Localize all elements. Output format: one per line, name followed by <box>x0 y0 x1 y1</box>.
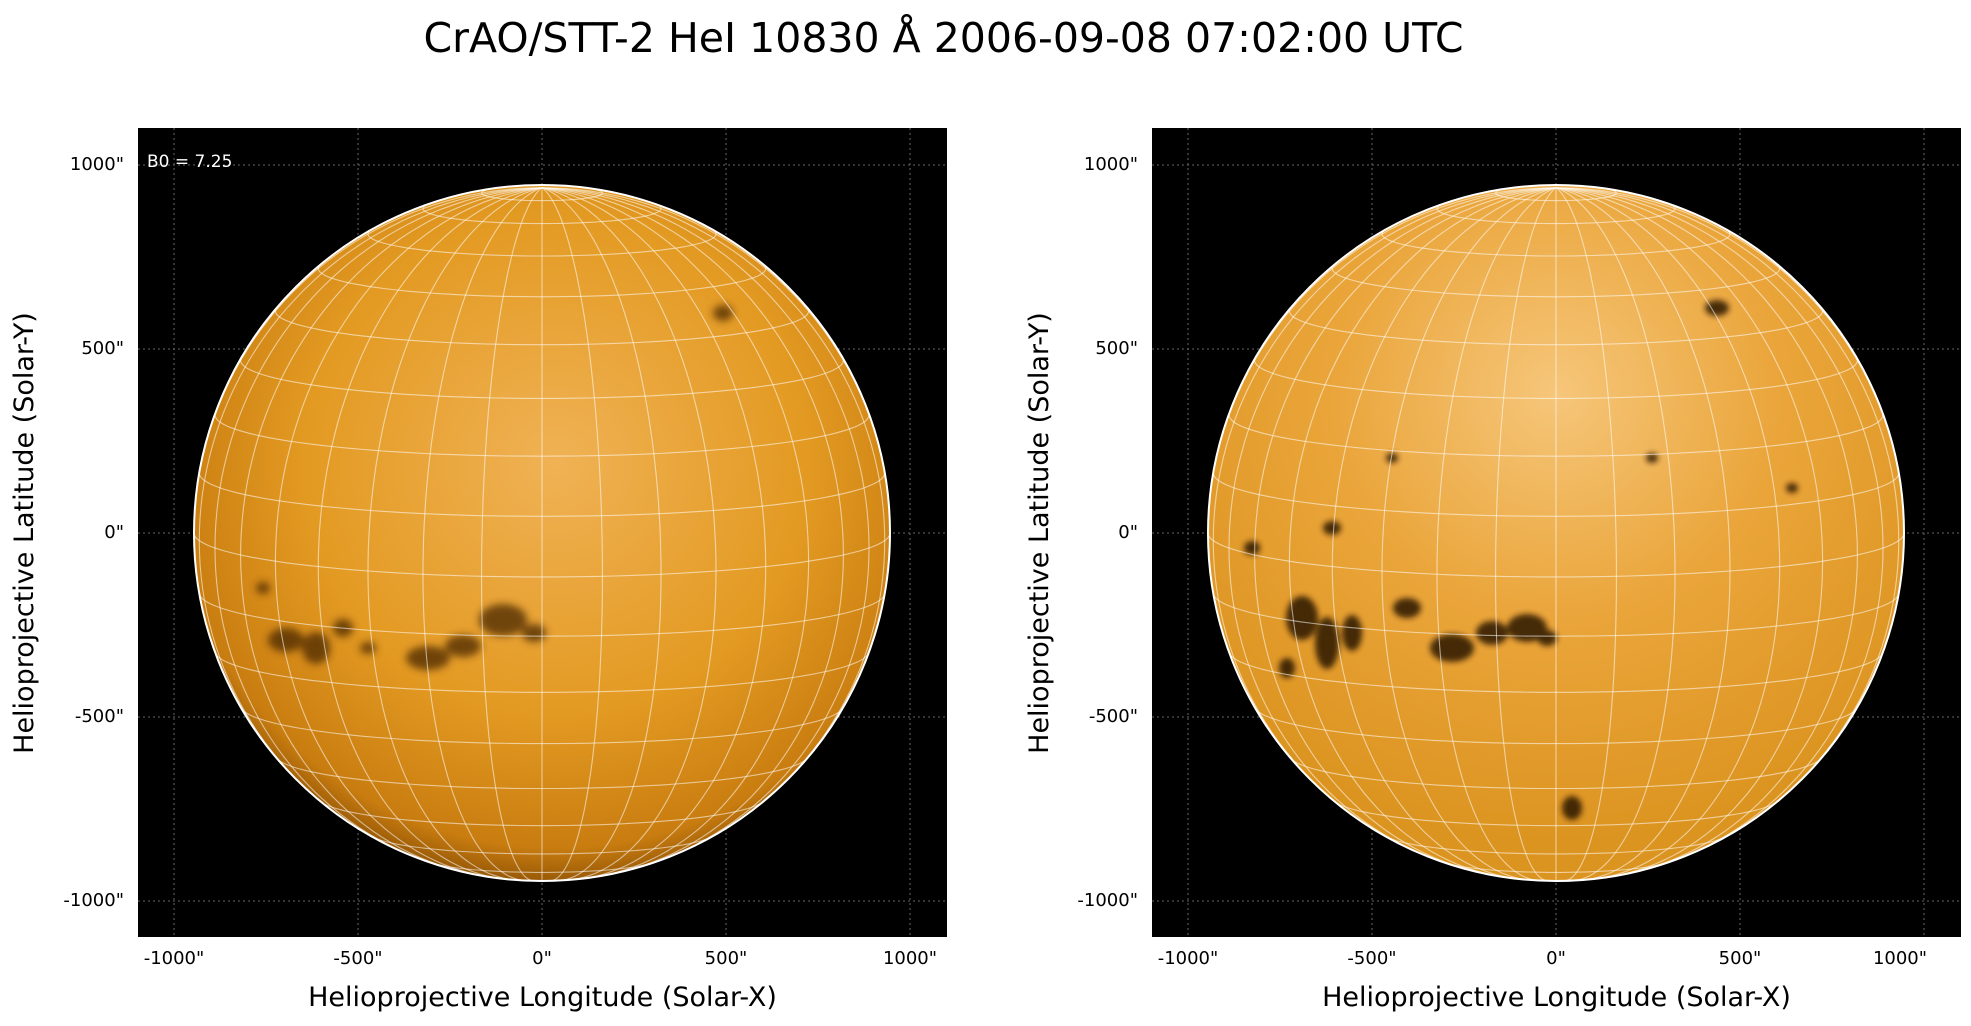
heliographic-grid-line <box>317 265 767 298</box>
heliographic-grid-line <box>1555 187 1900 811</box>
heliographic-grid-line <box>541 187 844 872</box>
heliographic-grid-line <box>367 229 717 257</box>
xtick-right-1000: 1000" <box>1872 948 1928 969</box>
solar-image-panel-left: B0 = 7.25 <box>138 128 947 937</box>
ytick-left-500: 500" <box>81 338 124 359</box>
heliographic-grid-line <box>1555 187 1731 881</box>
solar-disk-image-right <box>1152 128 1961 937</box>
heliographic-grid-line <box>1555 187 1884 860</box>
heliographic-grid-line <box>193 532 891 578</box>
heliographic-grid-line <box>274 307 810 346</box>
xtick-left-0: 0" <box>532 948 552 969</box>
ytick-right-500: 500" <box>1095 338 1138 359</box>
heliographic-grid-line <box>1331 265 1781 298</box>
heliographic-grid-line <box>430 862 654 873</box>
heliographic-grid-line <box>1292 759 1820 790</box>
heliographic-grid-line <box>422 187 543 882</box>
heliographic-grid-line <box>1228 652 1884 693</box>
heliographic-grid-line <box>1207 532 1905 578</box>
ytick-right-neg500: -500" <box>1088 706 1138 727</box>
ytick-left-neg500: -500" <box>74 706 124 727</box>
heliographic-grid-line <box>1254 187 1557 872</box>
heliographic-grid-line <box>199 594 885 637</box>
heliographic-grid-line <box>214 187 543 860</box>
heliographic-grid-line <box>240 358 844 399</box>
heliographic-grid-line <box>481 187 603 202</box>
xlabel-left: Helioprojective Longitude (Solar-X) <box>308 982 777 1013</box>
xtick-right-neg1000: -1000" <box>1157 948 1219 969</box>
ytick-right-0: 0" <box>1118 522 1138 543</box>
heliographic-grid-line <box>198 472 886 517</box>
b0-annotation: B0 = 7.25 <box>147 152 233 172</box>
heliographic-grid-line <box>1213 594 1899 637</box>
heliographic-grid-line <box>541 187 886 811</box>
heliographic-grid-line <box>373 837 711 855</box>
heliographic-grid-line <box>317 187 543 880</box>
heliographic-grid-line <box>541 187 603 882</box>
heliographic-grid-line <box>1555 187 1858 872</box>
heliographic-grid-line <box>1255 709 1857 745</box>
figure-title: CrAO/STT-2 HeI 10830 Å 2006-09-08 07:02:… <box>423 14 1464 62</box>
heliographic-grid-line <box>320 801 764 827</box>
heliographic-grid-line <box>1334 801 1778 827</box>
xlabel-right: Helioprojective Longitude (Solar-X) <box>1322 982 1791 1013</box>
heliographic-grid-line <box>214 414 870 457</box>
heliographic-grid-line <box>278 759 806 790</box>
heliographic-grid-line <box>1254 358 1858 399</box>
heliographic-grid-line <box>1381 187 1557 881</box>
heliographic-grid-line <box>541 187 767 880</box>
heliographic-grid-line <box>1212 187 1557 811</box>
heliographic-grid-line <box>1288 307 1824 346</box>
ylabel-right: Helioprojective Latitude (Solar-Y) <box>1024 312 1055 754</box>
heliographic-grid-line <box>1444 862 1668 873</box>
xtick-left-neg1000: -1000" <box>143 948 205 969</box>
xtick-right-neg500: -500" <box>1347 948 1397 969</box>
solar-disk-image-left <box>138 128 947 937</box>
heliographic-grid-line <box>1228 187 1557 860</box>
heliographic-grid-line <box>1495 187 1557 882</box>
xtick-left-500: 500" <box>704 948 748 969</box>
solar-image-panel-right <box>1152 128 1961 937</box>
heliographic-grid-line <box>1436 203 1676 225</box>
ytick-left-0: 0" <box>104 522 124 543</box>
heliographic-grid-line <box>1331 187 1557 880</box>
xtick-right-0: 0" <box>1546 948 1566 969</box>
heliographic-grid-line <box>241 709 843 745</box>
ytick-right-1000: 1000" <box>1083 154 1138 175</box>
heliographic-grid-line <box>214 652 870 693</box>
heliographic-grid-line <box>1228 414 1884 457</box>
heliographic-grid-line <box>1387 837 1725 855</box>
ytick-right-neg1000: -1000" <box>1077 890 1138 911</box>
heliographic-grid-line <box>1495 187 1617 202</box>
ylabel-left: Helioprojective Latitude (Solar-Y) <box>9 312 40 754</box>
heliographic-grid-line <box>1436 187 1557 882</box>
xtick-right-500: 500" <box>1718 948 1762 969</box>
heliographic-grid-line <box>541 187 662 882</box>
heliographic-grid-line <box>240 187 543 872</box>
heliographic-grid-line <box>1555 187 1781 880</box>
heliographic-grid-line <box>422 203 662 225</box>
heliographic-grid-line <box>367 187 543 881</box>
heliographic-grid-line <box>541 187 870 860</box>
heliographic-grid-line <box>541 187 717 881</box>
heliographic-grid-line <box>1381 229 1731 257</box>
ytick-left-neg1000: -1000" <box>63 890 124 911</box>
heliographic-grid-line <box>481 187 543 882</box>
heliographic-grid-line <box>1212 472 1900 517</box>
xtick-left-1000: 1000" <box>882 948 938 969</box>
heliographic-grid-line <box>198 187 543 811</box>
ytick-left-1000: 1000" <box>69 154 124 175</box>
heliographic-grid-line <box>1555 187 1676 882</box>
xtick-left-neg500: -500" <box>333 948 383 969</box>
heliographic-grid-line <box>1555 187 1617 882</box>
